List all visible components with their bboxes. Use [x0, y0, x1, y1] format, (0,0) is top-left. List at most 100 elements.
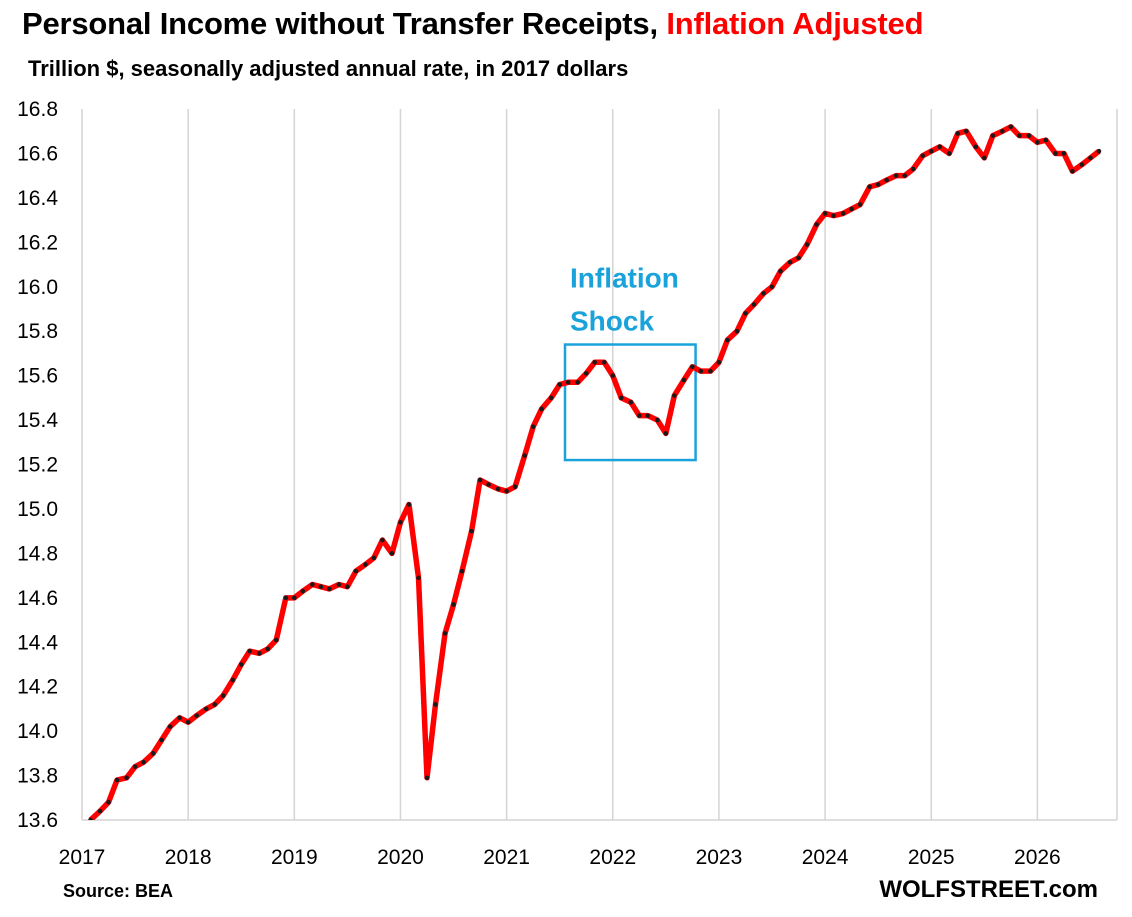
y-tick-label: 13.6	[17, 809, 58, 832]
data-point	[708, 368, 713, 374]
data-point	[963, 128, 969, 134]
data-point	[875, 182, 881, 187]
data-point	[575, 379, 581, 385]
data-point	[920, 153, 926, 158]
data-point	[1000, 128, 1005, 134]
chart-title-main: Personal Income without Transfer Receipt…	[22, 6, 658, 41]
brand-watermark: WOLFSTREET.com	[879, 876, 1098, 903]
data-point	[159, 737, 164, 743]
y-tick-label: 15.6	[17, 365, 58, 388]
data-point	[557, 382, 562, 387]
data-point	[973, 144, 979, 150]
annotation-label: Shock	[570, 306, 654, 337]
data-point	[327, 586, 332, 592]
y-tick-label: 14.8	[17, 542, 58, 565]
data-point	[416, 575, 421, 581]
y-tick-label: 15.0	[17, 498, 58, 521]
data-point	[124, 775, 129, 781]
y-tick-label: 13.8	[17, 765, 58, 788]
data-point	[442, 631, 448, 636]
data-point	[592, 359, 598, 365]
data-point	[645, 413, 651, 418]
x-tick-label: 2019	[271, 846, 318, 869]
y-tick-label: 14.6	[17, 587, 58, 610]
data-point	[672, 393, 677, 398]
y-tick-label: 16.8	[17, 98, 58, 121]
data-point	[928, 148, 934, 154]
data-point	[1061, 151, 1067, 156]
data-point	[114, 777, 120, 783]
data-point	[655, 417, 660, 423]
data-point	[637, 413, 642, 418]
data-point	[761, 291, 766, 296]
y-tick-label: 16.0	[17, 276, 58, 299]
data-point	[486, 482, 491, 487]
data-point	[681, 377, 687, 383]
data-point	[804, 242, 810, 247]
y-tick-label: 14.0	[17, 720, 58, 743]
data-point	[1026, 133, 1032, 138]
data-point	[787, 260, 793, 265]
data-point	[363, 562, 368, 567]
data-point	[522, 453, 527, 458]
data-point	[698, 368, 704, 374]
chart-grid	[81, 109, 1118, 821]
data-point	[469, 528, 474, 534]
data-point	[177, 715, 182, 721]
data-point	[530, 424, 536, 430]
source-note: Source: BEA	[63, 881, 174, 901]
data-point	[132, 764, 138, 769]
data-point	[230, 677, 236, 683]
x-tick-label: 2025	[908, 846, 955, 869]
data-point	[716, 359, 722, 365]
data-point	[734, 328, 740, 334]
x-tick-label: 2020	[377, 846, 424, 869]
chart-title: Personal Income without Transfer Receipt…	[22, 6, 924, 42]
data-point	[618, 395, 624, 401]
data-point	[778, 268, 783, 274]
data-point	[97, 808, 103, 814]
chart-subtitle: Trillion $, seasonally adjusted annual r…	[28, 56, 629, 81]
data-point	[902, 173, 907, 178]
data-point	[150, 751, 156, 756]
data-point	[512, 484, 518, 490]
data-point	[265, 646, 271, 652]
data-point	[212, 702, 217, 707]
data-point	[300, 588, 306, 594]
data-point	[185, 719, 191, 725]
data-point	[504, 488, 509, 494]
data-point	[451, 602, 456, 607]
data-point	[814, 222, 819, 227]
data-point	[769, 284, 775, 290]
y-tick-label: 15.2	[17, 454, 58, 477]
data-point	[857, 202, 863, 207]
data-point	[822, 211, 828, 216]
data-point	[565, 379, 571, 385]
data-point	[433, 702, 438, 707]
data-point	[982, 155, 987, 161]
x-tick-label: 2024	[802, 846, 849, 869]
data-point	[273, 637, 279, 643]
annotation-label: Inflation	[570, 263, 679, 294]
data-point	[849, 206, 854, 212]
data-point	[548, 395, 554, 401]
data-point	[751, 302, 757, 307]
data-point	[1070, 168, 1075, 174]
data-point	[867, 184, 872, 190]
data-point	[318, 584, 324, 590]
data-point	[238, 662, 244, 667]
data-point	[884, 177, 889, 183]
data-point	[106, 799, 111, 805]
data-point	[796, 255, 801, 261]
y-tick-label: 14.4	[17, 631, 58, 654]
data-point	[955, 131, 961, 136]
y-axis-tick-labels: 13.6 13.8 14.0 14.2 14.4 14.6 14.8 15.0 15.2 15.4…	[17, 98, 58, 832]
annotation-box	[563, 343, 697, 462]
data-point	[946, 151, 952, 156]
data-point	[371, 555, 377, 561]
data-point	[141, 759, 146, 765]
data-point	[380, 537, 385, 543]
data-point	[831, 213, 836, 218]
data-point	[424, 775, 430, 781]
